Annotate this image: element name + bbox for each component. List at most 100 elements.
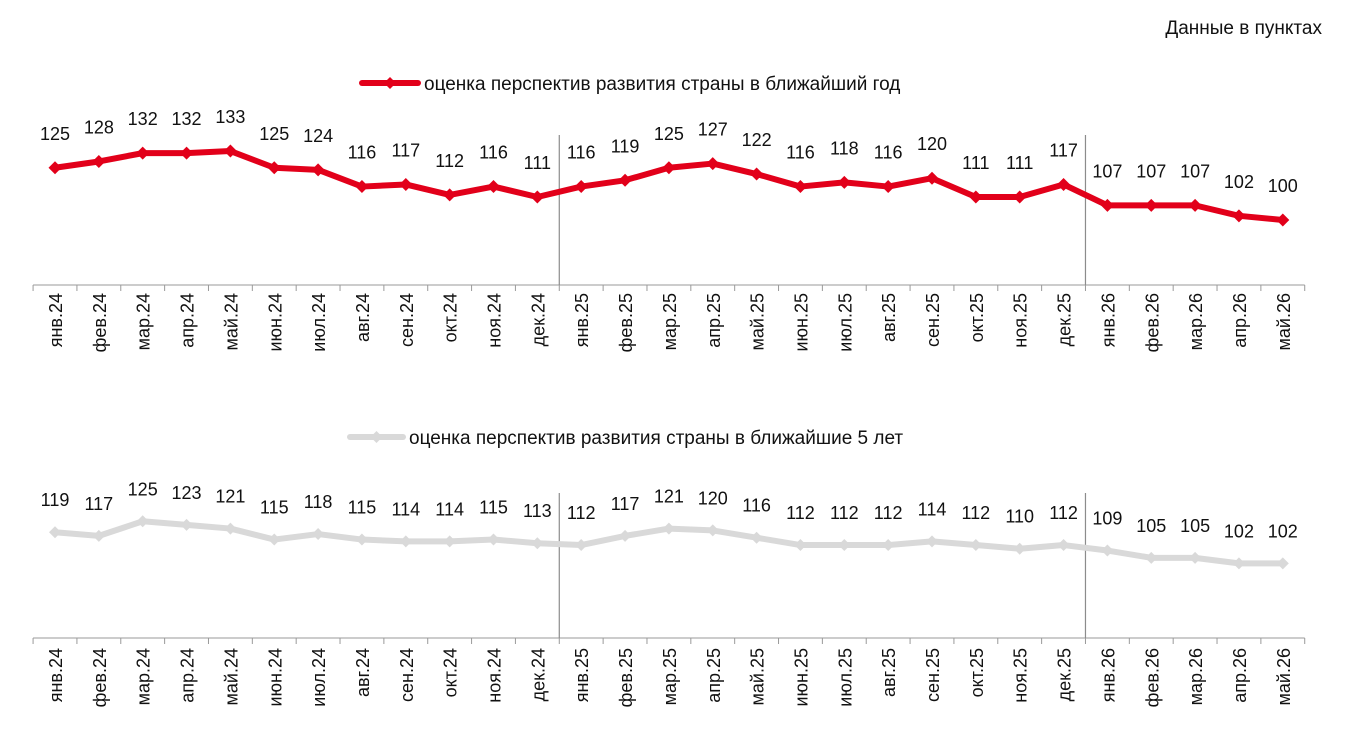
data-label: 112 <box>1049 503 1078 523</box>
x-tick-label: ноя.25 <box>1011 648 1031 703</box>
legend-label: оценка перспектив развития страны в ближ… <box>409 428 903 449</box>
line-chart-2: оценка перспектив развития страны в ближ… <box>32 428 1306 707</box>
legend: оценка перспектив развития страны в ближ… <box>347 428 903 449</box>
x-tick-label: июл.25 <box>835 648 855 707</box>
data-point <box>662 522 675 535</box>
x-tick-label: дек.25 <box>1055 293 1075 346</box>
data-point <box>882 539 895 552</box>
data-label: 110 <box>1005 507 1034 527</box>
x-tick-label: янв.25 <box>572 293 592 347</box>
x-tick-label: фев.26 <box>1142 648 1162 707</box>
x-tick-label: ноя.24 <box>485 293 505 348</box>
data-label: 107 <box>1092 161 1122 181</box>
data-label: 114 <box>918 499 947 519</box>
data-label: 116 <box>874 143 903 163</box>
x-tick-label: апр.25 <box>704 293 724 348</box>
x-tick-label: июн.24 <box>265 293 285 352</box>
data-point <box>530 190 544 204</box>
data-point <box>136 146 150 160</box>
x-tick-label: авг.24 <box>353 648 373 697</box>
data-label: 132 <box>128 109 158 129</box>
data-label: 116 <box>742 496 771 516</box>
data-point <box>1276 213 1290 227</box>
data-label: 120 <box>698 488 728 508</box>
data-point <box>180 146 194 160</box>
data-label: 102 <box>1224 521 1254 541</box>
x-tick-label: дек.24 <box>528 648 548 701</box>
x-tick-label: окт.24 <box>441 293 461 342</box>
x-tick-label: май.26 <box>1274 648 1294 705</box>
data-label: 122 <box>742 130 772 150</box>
x-tick-label: фев.26 <box>1142 293 1162 352</box>
data-label: 112 <box>874 503 903 523</box>
data-label: 117 <box>1049 140 1078 160</box>
x-tick-label: июн.24 <box>265 648 285 707</box>
data-label: 133 <box>215 107 245 127</box>
data-point <box>443 188 457 202</box>
data-label: 117 <box>84 494 113 514</box>
data-label: 107 <box>1136 161 1166 181</box>
x-tick-label: янв.26 <box>1098 293 1118 347</box>
data-point <box>531 537 544 550</box>
x-tick-label: июл.24 <box>309 648 329 707</box>
x-tick-label: апр.24 <box>178 648 198 703</box>
data-point <box>750 167 764 181</box>
data-point <box>750 531 763 544</box>
data-point <box>311 163 325 177</box>
data-label: 120 <box>917 134 947 154</box>
data-label: 127 <box>698 120 728 140</box>
x-tick-label: авг.25 <box>879 293 899 342</box>
data-point <box>399 177 413 191</box>
data-point <box>443 535 456 548</box>
data-label: 132 <box>172 109 202 129</box>
x-tick-label: сен.24 <box>397 648 417 702</box>
data-point <box>793 180 807 194</box>
x-tick-label: май.25 <box>748 648 768 705</box>
legend-label: оценка перспектив развития страны в ближ… <box>424 74 900 95</box>
x-tick-label: фев.25 <box>616 293 636 352</box>
data-point <box>838 539 851 552</box>
data-point <box>487 533 500 546</box>
data-point <box>224 522 237 535</box>
data-label: 117 <box>391 140 420 160</box>
data-label: 123 <box>172 483 202 503</box>
x-tick-label: апр.24 <box>178 293 198 348</box>
data-label: 124 <box>303 126 333 146</box>
x-tick-label: сен.25 <box>923 293 943 347</box>
data-label: 116 <box>567 143 596 163</box>
data-point <box>1101 544 1114 557</box>
x-tick-label: фев.24 <box>90 648 110 707</box>
data-point <box>355 180 369 194</box>
data-label: 114 <box>435 499 464 519</box>
x-tick-label: авг.24 <box>353 293 373 342</box>
units-note: Данные в пунктах <box>1165 18 1322 39</box>
x-tick-label: июл.25 <box>835 293 855 352</box>
data-point <box>1145 551 1158 564</box>
data-label: 119 <box>41 490 70 510</box>
x-tick-label: июн.25 <box>791 293 811 352</box>
data-label: 112 <box>830 503 859 523</box>
data-label: 121 <box>215 487 245 507</box>
data-label: 112 <box>435 151 464 171</box>
data-point <box>399 535 412 548</box>
data-label: 125 <box>40 124 70 144</box>
data-point <box>268 533 281 546</box>
x-tick-label: май.25 <box>748 293 768 350</box>
x-tick-label: фев.24 <box>90 293 110 352</box>
data-point <box>267 161 281 175</box>
data-point <box>92 154 106 168</box>
data-point <box>1188 198 1202 212</box>
data-label: 115 <box>479 498 508 518</box>
data-label: 102 <box>1224 172 1254 192</box>
data-label: 118 <box>304 492 333 512</box>
data-label: 102 <box>1268 521 1298 541</box>
data-point <box>706 524 719 537</box>
x-tick-label: июн.25 <box>791 648 811 707</box>
data-label: 117 <box>611 494 640 514</box>
line-chart-1: оценка перспектив развития страны в ближ… <box>32 74 1306 352</box>
data-label: 125 <box>128 479 158 499</box>
x-tick-label: мар.26 <box>1186 648 1206 705</box>
x-tick-label: сен.25 <box>923 648 943 702</box>
data-point <box>794 539 807 552</box>
data-point <box>1013 190 1027 204</box>
